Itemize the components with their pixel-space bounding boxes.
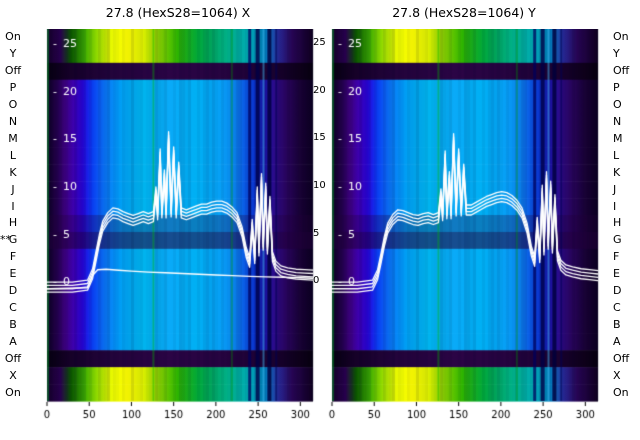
channel-label-g-12: G — [8, 233, 18, 247]
heatmap-x-canvas — [43, 29, 315, 431]
channel-label-e-14: E — [9, 267, 17, 281]
channel-label-p-3: P — [613, 81, 620, 95]
heatmap-y-canvas — [328, 29, 600, 431]
plot-title-x: 27.8 (HexS28=1064) X — [105, 5, 251, 20]
channel-label-x-20: X — [613, 368, 621, 382]
y-axis-tick-label: 15 — [313, 132, 326, 144]
channel-label-p-3: P — [9, 81, 17, 95]
channel-label-off-2: Off — [4, 64, 22, 78]
channel-label-on-0: On — [613, 30, 629, 44]
channel-label-off-19: Off — [613, 351, 630, 365]
channel-label-e-14: E — [613, 267, 620, 281]
channel-label-n-5: N — [8, 115, 18, 128]
channel-label-on-0: On — [5, 30, 21, 44]
channel-label-o-4: O — [8, 98, 18, 112]
y-axis-tick-label: 20 — [313, 84, 326, 96]
y-axis-tick-label: 0 — [313, 275, 320, 287]
channel-label-d-15: D — [8, 284, 18, 298]
channel-label-b-17: B — [9, 317, 17, 331]
channel-labels-left: On Y Off P O N M L K J I H G F E D C B A Off X On — [0, 0, 26, 440]
channel-label-j-9: J — [11, 182, 15, 196]
channel-label-a-18: A — [9, 334, 17, 348]
channel-label-off-2: Off — [613, 64, 630, 78]
channel-label-l-7: L — [9, 148, 17, 162]
channel-label-n-5: N — [613, 115, 622, 128]
channel-label-y-1: Y — [613, 47, 620, 61]
channel-label-b-17: B — [613, 317, 621, 331]
channel-label-l-7: L — [613, 148, 620, 162]
channel-label-y-1: Y — [9, 47, 17, 61]
plot-title-y: 27.8 (HexS28=1064) Y — [392, 5, 536, 20]
channel-label-k-8: K — [9, 165, 17, 179]
channel-label-m-6: M — [8, 131, 18, 145]
y-axis-tick-label: 25 — [313, 37, 326, 49]
channel-label-on-21: On — [5, 385, 21, 399]
channel-label-off-19: Off — [4, 351, 22, 365]
y-axis-tick-label: 10 — [313, 179, 326, 191]
channel-label-h-11: H — [8, 216, 18, 230]
channel-labels-right: On Y Off P O N M L K J I H G F E D C B A Off X On — [610, 0, 640, 440]
channel-label-i-10: I — [613, 199, 617, 213]
channel-label-a-18: A — [613, 334, 621, 348]
channel-label-on-21: On — [613, 385, 629, 399]
channel-label-f-13: F — [613, 250, 620, 264]
channel-label-d-15: D — [613, 284, 622, 298]
channel-label-j-9: J — [613, 182, 617, 196]
channel-label-h-11: H — [613, 216, 622, 230]
y-axis-tick-label: 5 — [313, 227, 320, 239]
channel-label-c-16: C — [613, 301, 621, 314]
channel-label-f-13: F — [9, 250, 17, 264]
channel-label-c-16: C — [9, 301, 17, 314]
channel-label-m-6: M — [613, 131, 623, 145]
channel-label-i-10: I — [11, 199, 15, 213]
channel-marker: ** — [0, 233, 11, 247]
channel-label-g-12: G — [613, 233, 622, 247]
channel-label-o-4: O — [613, 98, 622, 112]
channel-label-k-8: K — [613, 165, 621, 179]
channel-label-x-20: X — [9, 368, 17, 382]
